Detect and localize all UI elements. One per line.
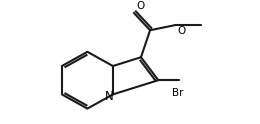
Text: N: N <box>105 90 113 103</box>
Text: Br: Br <box>172 88 184 98</box>
Text: O: O <box>178 26 186 36</box>
Text: O: O <box>136 1 145 11</box>
